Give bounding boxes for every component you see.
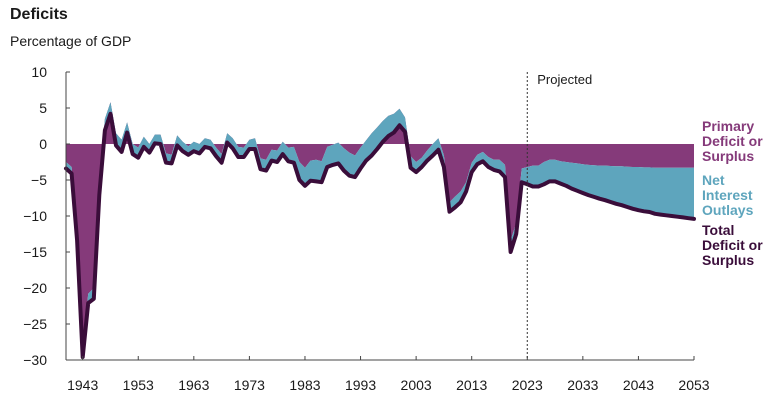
x-tick-label: 2023 <box>512 377 543 393</box>
x-tick-label: 2053 <box>678 377 709 393</box>
x-tick-label: 1953 <box>123 377 154 393</box>
primary-deficit-area-layer <box>66 102 694 350</box>
y-tick-label: 5 <box>39 100 47 116</box>
y-tick-label: 10 <box>31 64 47 80</box>
chart-subtitle: Percentage of GDP <box>10 33 132 49</box>
x-tick-label: 1943 <box>67 377 98 393</box>
y-tick-label: −15 <box>23 244 47 260</box>
x-tick-label: 2033 <box>567 377 598 393</box>
y-tick-label: 0 <box>39 136 47 152</box>
x-tick-label: 2043 <box>623 377 654 393</box>
x-tick-label: 1963 <box>178 377 209 393</box>
x-tick-label: 2013 <box>456 377 487 393</box>
x-tick-label: 1993 <box>345 377 376 393</box>
legend-primary-deficit: Primary Deficit or Surplus <box>702 118 763 164</box>
primary-deficit-area <box>66 102 694 350</box>
y-tick-label: −5 <box>31 172 47 188</box>
x-tick-label: 1973 <box>234 377 265 393</box>
y-tick-label: −10 <box>23 208 47 224</box>
legend-net-interest: Net Interest Outlays <box>702 172 754 218</box>
tick-labels-layer: 10 5 0 −5 −10 −15 −20 −25 −30 1943 1953 1963 1973 198… <box>23 64 710 393</box>
total-deficit-line <box>64 111 696 360</box>
y-tick-label: −25 <box>23 316 47 332</box>
projected-label: Projected <box>537 72 592 87</box>
axes-layer <box>65 71 695 361</box>
x-tick-label: 1983 <box>289 377 320 393</box>
y-tick-label: −30 <box>23 352 47 368</box>
y-tick-label: −20 <box>23 280 47 296</box>
x-tick-label: 2003 <box>401 377 432 393</box>
total-deficit-line-layer <box>64 111 696 360</box>
legend-total-deficit: Total Deficit or Surplus <box>702 222 763 268</box>
projected-marker-layer: Projected <box>526 72 592 360</box>
net-interest-area-layer <box>66 102 694 358</box>
chart-title: Deficits <box>10 6 68 23</box>
net-interest-area <box>66 102 694 358</box>
